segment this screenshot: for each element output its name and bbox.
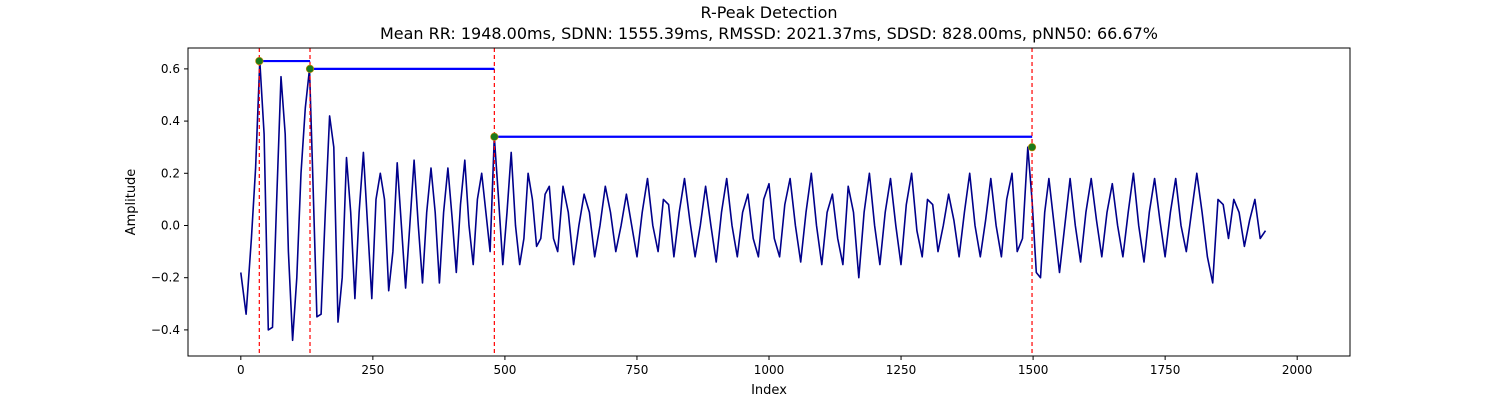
x-tick-label: 1250: [886, 363, 917, 377]
peak-marker: [305, 64, 315, 73]
x-axis-label: Index: [751, 383, 787, 398]
y-tick-label: −0.2: [151, 271, 180, 285]
x-tick-label: 750: [626, 363, 649, 377]
x-tick-label: 2000: [1282, 363, 1313, 377]
chart-subtitle: Mean RR: 1948.00ms, SDNN: 1555.39ms, RMS…: [380, 24, 1158, 43]
x-axis: 0 250 500 750 1000 1250 1500 1750 2000: [237, 356, 1312, 377]
x-tick-label: 1000: [754, 363, 785, 377]
x-tick-label: 0: [237, 363, 245, 377]
peak-marker: [1027, 143, 1037, 152]
signal-line: [240, 60, 1267, 342]
peak-marker: [255, 56, 264, 66]
x-tick-label: 500: [493, 363, 516, 377]
y-axis: −0.4 −0.2 0.0 0.2 0.4 0.6: [151, 62, 188, 337]
chart-title: R-Peak Detection: [700, 3, 837, 22]
peak-marker: [490, 132, 499, 141]
y-tick-label: 0.4: [161, 114, 180, 128]
x-tick-label: 1750: [1150, 363, 1181, 377]
y-axis-label: Amplitude: [124, 169, 139, 236]
y-tick-label: −0.4: [151, 323, 180, 337]
y-tick-label: 0.2: [161, 166, 180, 180]
x-tick-label: 1500: [1018, 363, 1049, 377]
y-tick-label: 0.0: [161, 218, 180, 232]
x-tick-label: 250: [361, 363, 384, 377]
plot-area: [240, 48, 1267, 356]
y-tick-label: 0.6: [161, 62, 180, 76]
plot-frame: [187, 47, 1351, 357]
